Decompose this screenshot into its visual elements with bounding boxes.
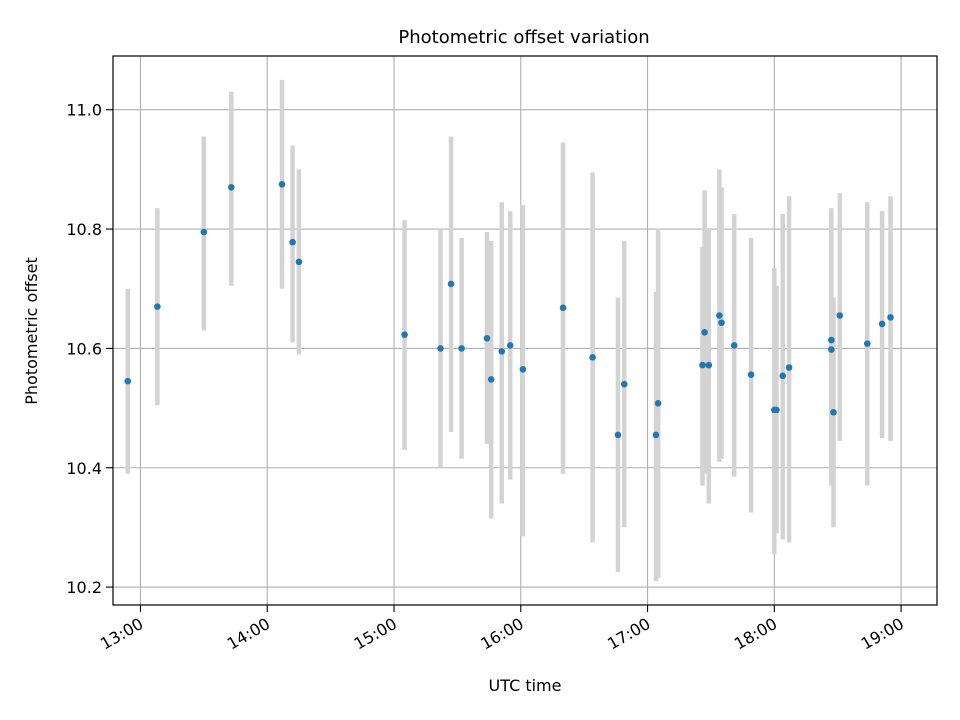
x-axis-label: UTC time — [489, 676, 562, 695]
y-tick-label: 11.0 — [66, 101, 102, 120]
data-point — [785, 364, 793, 371]
data-point — [278, 180, 286, 188]
data-point — [295, 258, 303, 266]
data-point — [730, 342, 738, 349]
data-point — [828, 336, 835, 344]
data-point — [458, 345, 465, 352]
data-point — [200, 228, 208, 236]
data-point — [614, 431, 622, 439]
data-point — [652, 431, 660, 439]
data-point — [836, 312, 844, 319]
data-point — [559, 304, 567, 312]
chart-title: Photometric offset variation — [398, 27, 649, 48]
data-points — [124, 180, 894, 439]
data-point — [654, 400, 662, 407]
data-point — [401, 331, 408, 338]
data-point — [506, 342, 514, 349]
y-tick-label: 10.8 — [66, 220, 102, 239]
data-point — [705, 361, 713, 369]
y-tick-label: 10.2 — [66, 578, 102, 597]
data-point — [447, 280, 455, 288]
plot-frame — [112, 55, 938, 606]
data-point — [878, 320, 886, 328]
data-point — [519, 365, 527, 373]
data-point — [747, 371, 755, 378]
data-point — [773, 406, 780, 414]
data-point — [718, 319, 725, 327]
y-tick-label: 10.4 — [66, 459, 102, 478]
data-point — [498, 348, 506, 355]
data-point — [621, 380, 628, 388]
y-axis: 10.2 10.4 10.6 10.8 11.0 — [66, 101, 113, 597]
data-point — [228, 183, 235, 191]
data-point — [589, 354, 596, 361]
data-point — [289, 238, 296, 246]
data-point — [716, 312, 723, 319]
y-tick-label: 10.6 — [66, 339, 102, 358]
data-point — [437, 345, 444, 352]
data-point — [154, 303, 161, 310]
data-point — [887, 314, 894, 321]
data-point — [487, 376, 495, 383]
data-point — [699, 361, 706, 369]
data-point — [483, 334, 491, 342]
data-point — [830, 408, 837, 416]
data-point — [701, 328, 708, 336]
data-point — [124, 377, 132, 385]
data-point — [863, 340, 871, 347]
data-point — [828, 346, 835, 353]
data-point — [779, 372, 787, 380]
y-axis-label: Photometric offset — [22, 257, 41, 405]
